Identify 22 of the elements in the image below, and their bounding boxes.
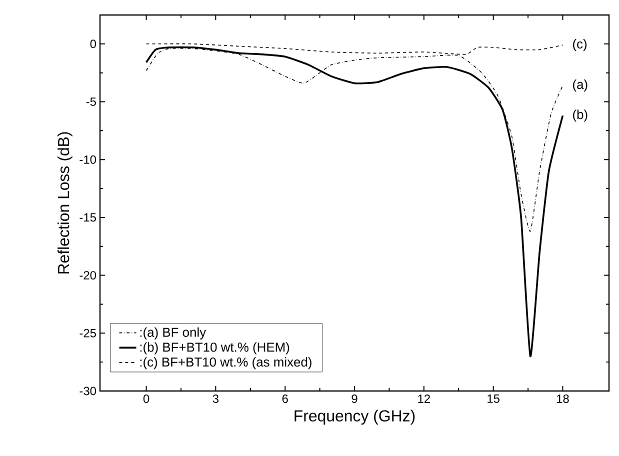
y-tick-label: -30 (80, 386, 96, 396)
x-tick-label: 6 (282, 394, 288, 403)
legend-label: :(a) BF only (140, 327, 206, 340)
x-tick-label: 12 (418, 394, 430, 403)
legend-label: :(b) BF+BT10 wt.% (HEM) (140, 342, 290, 354)
x-axis-title: Frequency (GHz) (294, 410, 415, 425)
annotation: (a) (573, 80, 588, 92)
y-tick-label: 0 (90, 40, 96, 48)
y-tick-label: -10 (80, 155, 96, 164)
legend-label: :(c) BF+BT10 wt.% (as mixed) (140, 357, 312, 370)
annotation: (b) (573, 110, 588, 122)
y-axis-title: Reflection Loss (dB) (58, 132, 72, 274)
y-tick-label: -5 (86, 98, 96, 106)
x-tick-label: 15 (488, 394, 500, 403)
x-tick-label: 0 (143, 394, 150, 403)
y-tick-label: -25 (80, 328, 96, 338)
annotation: (c) (573, 39, 587, 52)
x-tick-label: 3 (212, 394, 218, 403)
y-tick-label: -15 (80, 213, 96, 222)
x-tick-label: 9 (352, 394, 358, 403)
x-tick-label: 18 (556, 394, 569, 403)
y-tick-label: -20 (80, 271, 96, 280)
